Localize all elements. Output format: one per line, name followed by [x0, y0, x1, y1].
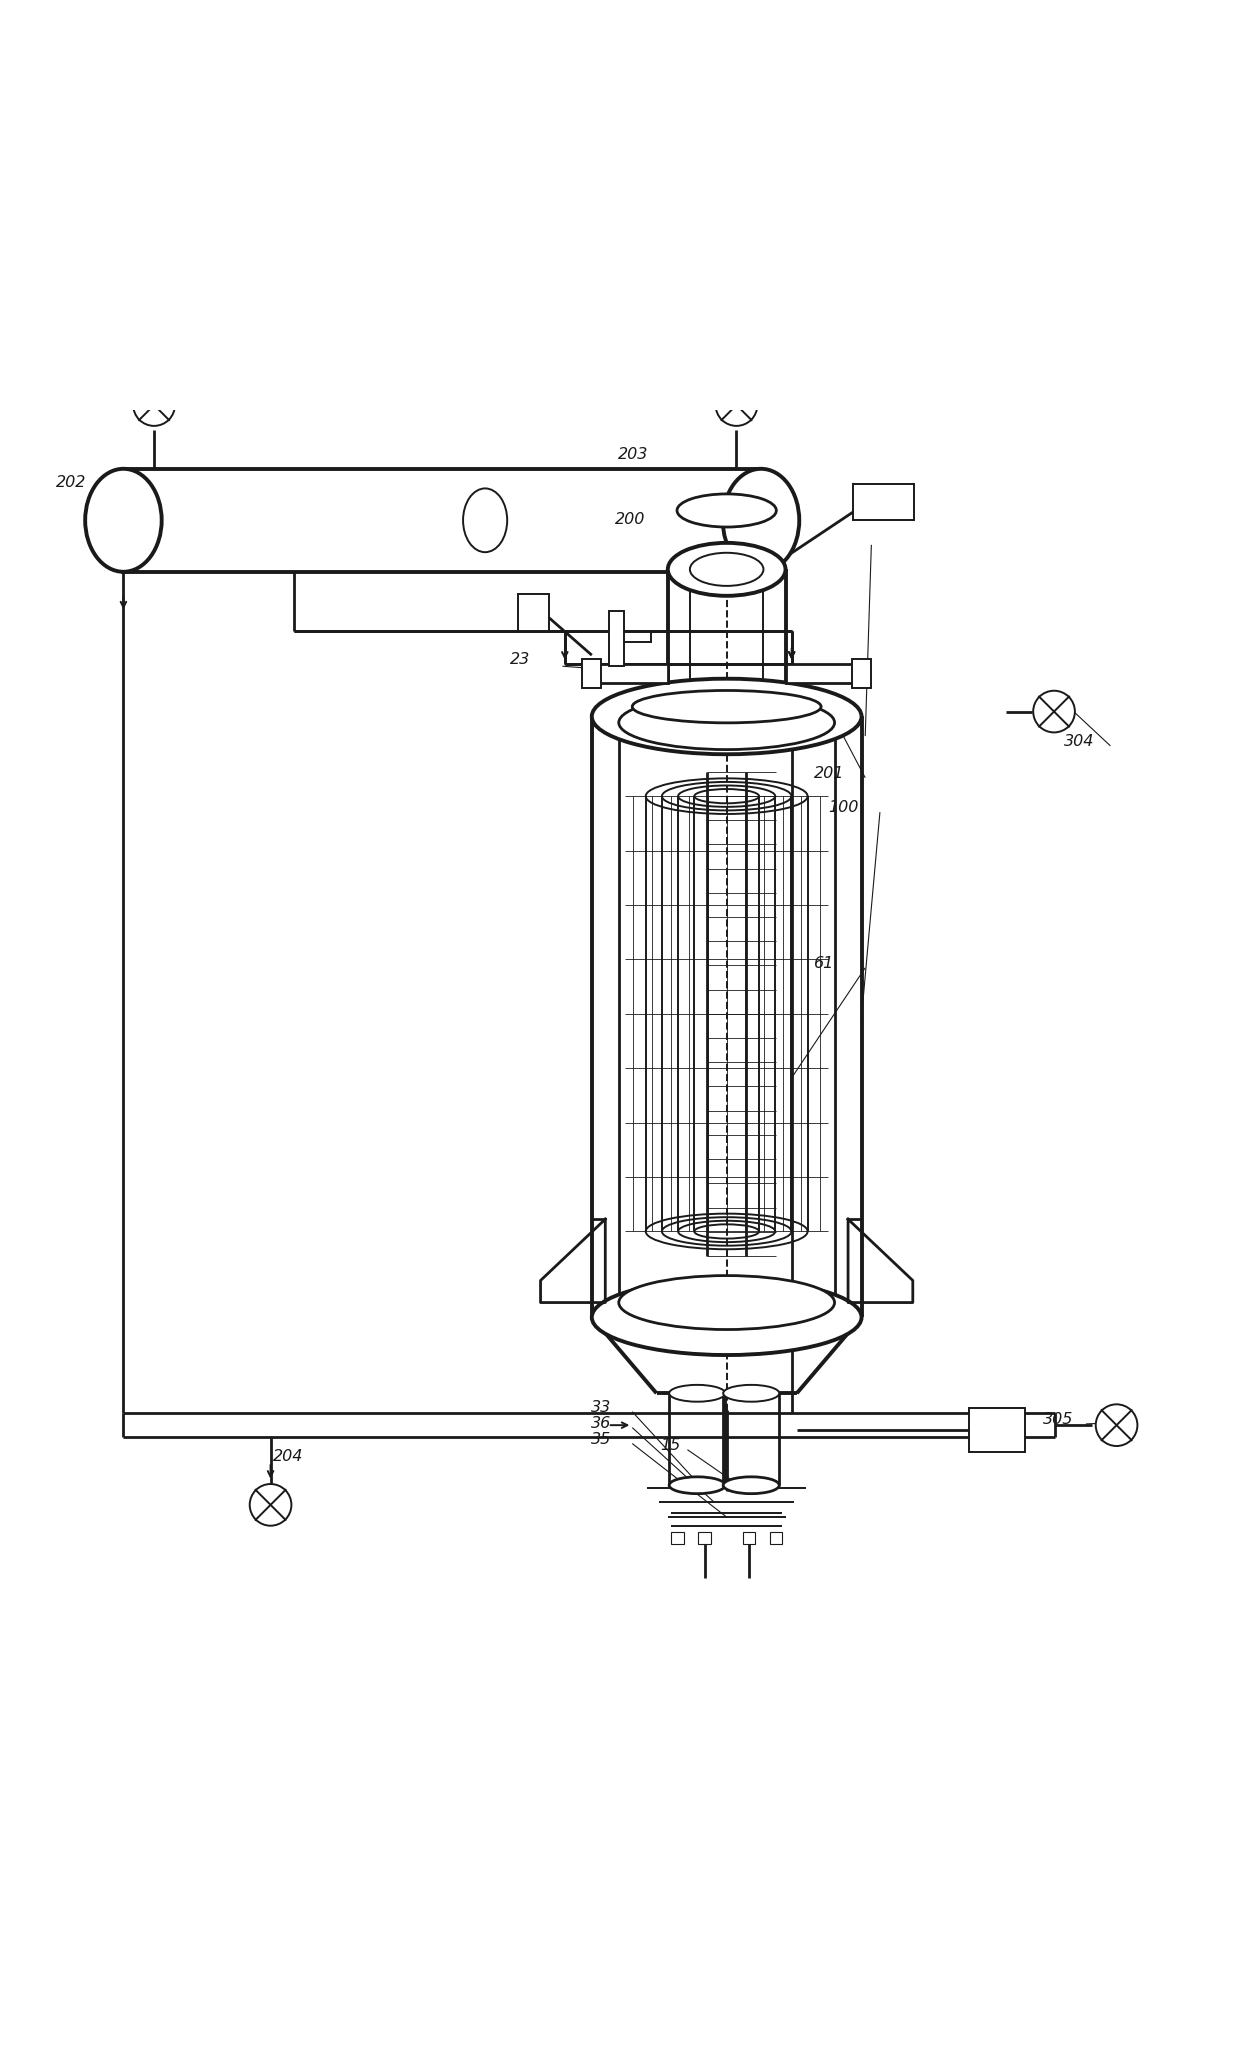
Bar — [770, 1532, 782, 1545]
Ellipse shape — [677, 493, 776, 528]
Text: 14: 14 — [816, 724, 837, 739]
Text: 23: 23 — [510, 653, 529, 667]
Ellipse shape — [723, 1385, 779, 1402]
Bar — [672, 1532, 683, 1545]
Ellipse shape — [689, 552, 764, 585]
Text: 100: 100 — [828, 800, 859, 814]
Bar — [852, 659, 870, 687]
Ellipse shape — [670, 1477, 725, 1494]
Bar — [616, 632, 651, 642]
Ellipse shape — [723, 1477, 779, 1494]
Ellipse shape — [668, 542, 785, 595]
Bar — [785, 663, 856, 683]
Bar — [583, 659, 601, 687]
Bar — [853, 483, 914, 520]
Text: 36: 36 — [590, 1416, 611, 1430]
Ellipse shape — [670, 1385, 725, 1402]
Bar — [518, 593, 549, 630]
Text: 304: 304 — [1064, 735, 1094, 749]
Ellipse shape — [86, 469, 161, 571]
Circle shape — [1096, 1404, 1137, 1447]
Text: 305: 305 — [1043, 1412, 1074, 1426]
Text: 203: 203 — [618, 446, 649, 462]
Circle shape — [715, 385, 758, 426]
Circle shape — [1033, 692, 1075, 732]
Circle shape — [249, 1483, 291, 1526]
Ellipse shape — [591, 679, 862, 755]
Ellipse shape — [632, 690, 821, 722]
Text: 33: 33 — [590, 1399, 611, 1414]
Ellipse shape — [463, 489, 507, 552]
Text: 15: 15 — [661, 1438, 681, 1453]
Ellipse shape — [723, 469, 800, 571]
Bar — [698, 1532, 711, 1545]
Text: 201: 201 — [813, 765, 844, 782]
Text: 35: 35 — [590, 1432, 611, 1447]
Text: 61: 61 — [813, 955, 835, 970]
Text: 202: 202 — [56, 475, 87, 491]
Bar — [598, 663, 668, 683]
Ellipse shape — [619, 1275, 835, 1330]
Bar — [970, 1408, 1024, 1453]
Circle shape — [133, 385, 175, 426]
Ellipse shape — [619, 696, 835, 749]
Bar — [124, 469, 761, 571]
Bar — [743, 1532, 755, 1545]
Text: 204: 204 — [273, 1449, 304, 1463]
Text: 200: 200 — [615, 512, 646, 528]
Bar — [609, 612, 624, 667]
Ellipse shape — [591, 1279, 862, 1354]
